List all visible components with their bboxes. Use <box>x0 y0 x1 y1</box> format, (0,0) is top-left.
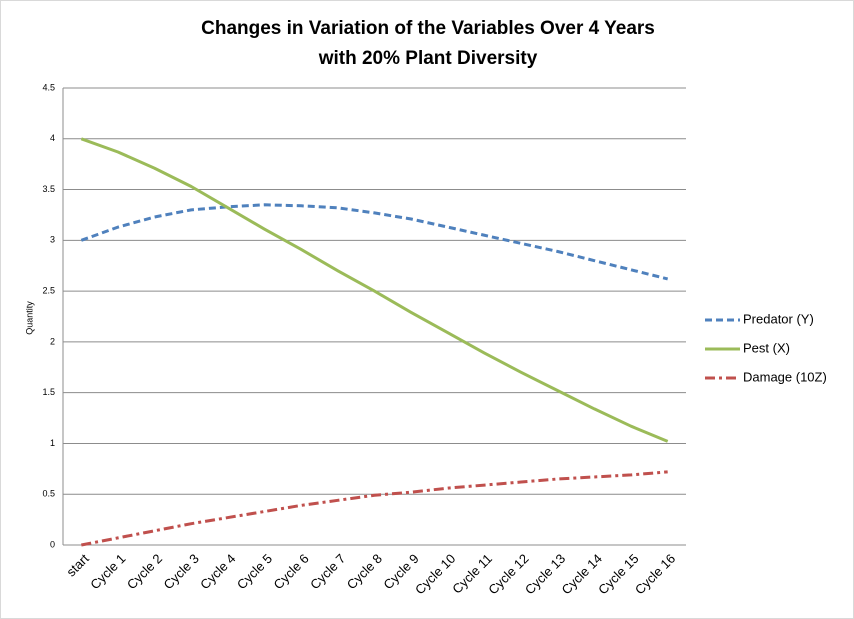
y-axis-label: Quantity <box>24 301 34 335</box>
y-tick-label: 0.5 <box>42 489 55 499</box>
y-tick-label: 3.5 <box>42 184 55 194</box>
y-tick-label: 3 <box>50 235 55 245</box>
y-tick-label: 2 <box>50 336 55 346</box>
legend-label: Damage (10Z) <box>743 369 827 384</box>
series-line <box>81 470 668 547</box>
y-tick-label: 1.5 <box>42 387 55 397</box>
y-tick-label: 0 <box>50 539 55 549</box>
series-line <box>80 203 669 281</box>
legend-label: Predator (Y) <box>743 311 814 326</box>
y-tick-label: 4 <box>50 133 55 143</box>
legend-label: Pest (X) <box>743 340 790 355</box>
y-tick-label: 2.5 <box>42 285 55 295</box>
y-tick-label: 4.5 <box>42 82 55 92</box>
chart-title: Changes in Variation of the Variables Ov… <box>201 18 655 39</box>
chart-title: with 20% Plant Diversity <box>318 48 538 69</box>
y-tick-label: 1 <box>50 438 55 448</box>
series-line <box>80 137 669 443</box>
